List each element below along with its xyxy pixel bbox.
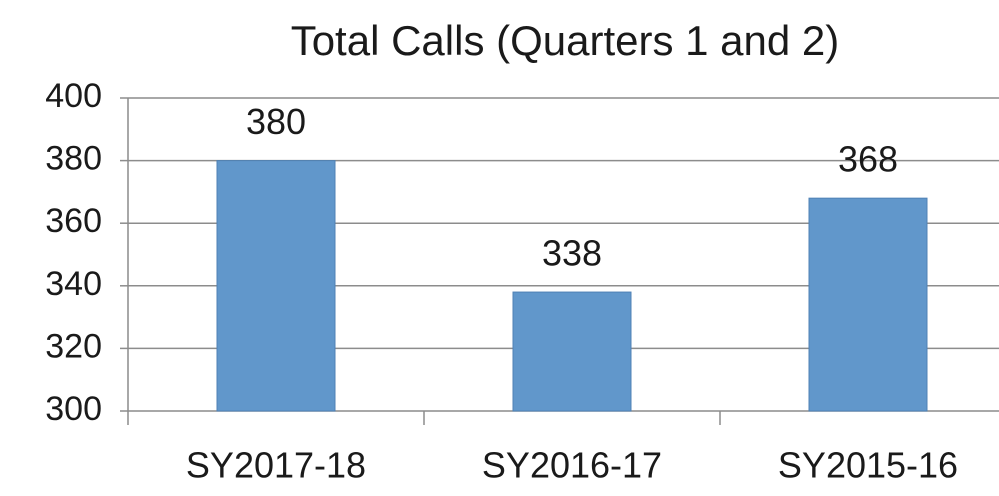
bar xyxy=(512,291,632,412)
y-tick-label: 320 xyxy=(45,327,102,365)
y-tick-label: 360 xyxy=(45,202,102,240)
y-tick-label: 340 xyxy=(45,265,102,303)
bar xyxy=(216,160,336,412)
x-tick-label: SY2016-17 xyxy=(482,445,662,486)
y-tick-label: 380 xyxy=(45,140,102,178)
y-tick-label: 400 xyxy=(45,77,102,115)
data-label: 338 xyxy=(542,233,602,274)
bar xyxy=(808,197,928,412)
y-tick-label: 300 xyxy=(45,390,102,428)
x-tick-label: SY2017-18 xyxy=(186,445,366,486)
data-label: 368 xyxy=(838,139,898,180)
x-tick-label: SY2015-16 xyxy=(778,445,958,486)
data-label: 380 xyxy=(246,101,306,142)
chart-title: Total Calls (Quarters 1 and 2) xyxy=(291,17,840,64)
